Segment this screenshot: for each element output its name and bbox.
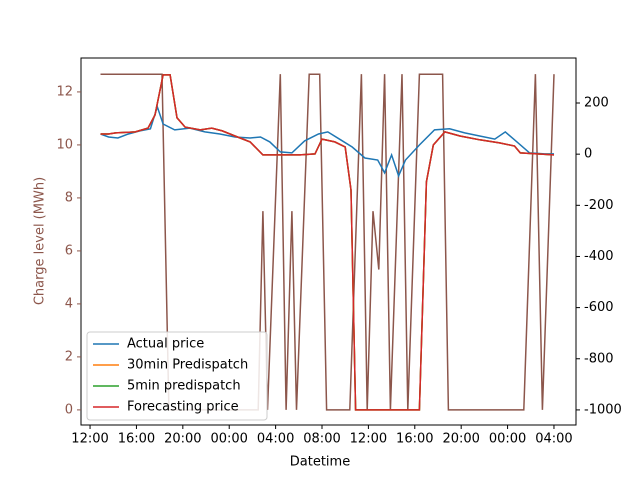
x-tick-label: 12:00	[350, 432, 387, 447]
legend-label: Actual price	[127, 337, 204, 352]
series-line	[100, 74, 555, 411]
x-tick-label: 20:00	[164, 432, 201, 447]
x-tick-label: 12:00	[71, 432, 108, 447]
x-tick-label: 16:00	[118, 432, 155, 447]
y2-tick-label: 200	[584, 96, 609, 111]
series-line	[100, 104, 554, 178]
y2-tick-label: -800	[584, 351, 614, 366]
x-tick-label: 00:00	[210, 432, 247, 447]
x-tick-label: 04:00	[257, 432, 294, 447]
y-tick-label: 4	[65, 296, 73, 311]
x-tick-label: 00:00	[489, 432, 526, 447]
x-tick-label: 08:00	[303, 432, 340, 447]
y-tick-label: 10	[56, 137, 73, 152]
x-axis-label: Datetime	[290, 455, 350, 470]
y-tick-label: 6	[65, 243, 73, 258]
y2-tick-label: -600	[584, 300, 614, 315]
x-tick-label: 16:00	[396, 432, 433, 447]
y-tick-label: 12	[56, 84, 73, 99]
y2-tick-label: -200	[584, 198, 614, 213]
legend-label: 30min Predispatch	[127, 358, 248, 373]
legend-label: 5min predispatch	[127, 379, 241, 394]
plot-frame	[80, 57, 577, 426]
x-tick-label: 20:00	[442, 432, 479, 447]
legend-label: Forecasting price	[127, 400, 239, 415]
x-tick-label: 04:00	[535, 432, 572, 447]
y2-tick-label: 0	[584, 147, 592, 162]
y-axis-label: Charge level (MWh)	[33, 177, 48, 305]
y2-tick-label: -400	[584, 249, 614, 264]
y-tick-label: 8	[65, 190, 73, 205]
y2-tick-label: -1000	[584, 402, 622, 417]
legend-box	[86, 331, 268, 421]
y-tick-label: 2	[65, 349, 73, 364]
y-tick-label: 0	[65, 402, 73, 417]
